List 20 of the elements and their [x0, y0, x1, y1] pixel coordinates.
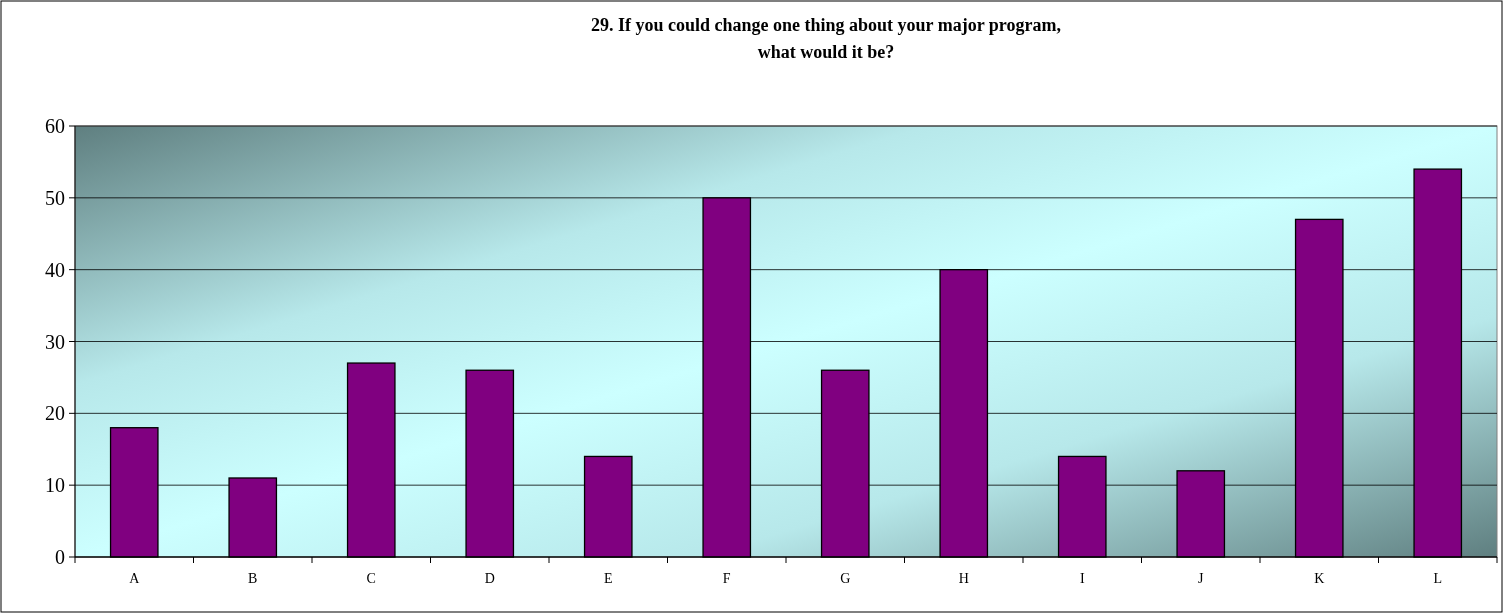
y-tick-label: 60	[45, 115, 65, 137]
y-tick-label: 0	[55, 546, 65, 568]
y-tick-label: 10	[45, 474, 65, 497]
x-tick-label: B	[248, 571, 258, 586]
x-tick-label: K	[1314, 571, 1325, 586]
x-tick-label: J	[1198, 571, 1205, 586]
x-tick-label: G	[840, 571, 851, 586]
x-tick-label: D	[484, 571, 495, 586]
x-tick-label: A	[129, 571, 141, 586]
x-tick-label: F	[722, 571, 731, 586]
y-tick-label: 20	[45, 402, 65, 425]
x-tick-label: I	[1079, 571, 1085, 586]
y-tick-label: 40	[45, 258, 65, 281]
y-tick-label: 30	[45, 330, 65, 353]
x-tick-label: C	[366, 571, 376, 586]
x-tick-label: E	[603, 571, 613, 586]
y-tick-label: 50	[45, 186, 65, 209]
chart-title: 29. If you could change one thing about your major program, what would it be?	[590, 15, 1062, 62]
x-tick-label: H	[958, 571, 969, 586]
x-tick-label: L	[1433, 571, 1443, 586]
